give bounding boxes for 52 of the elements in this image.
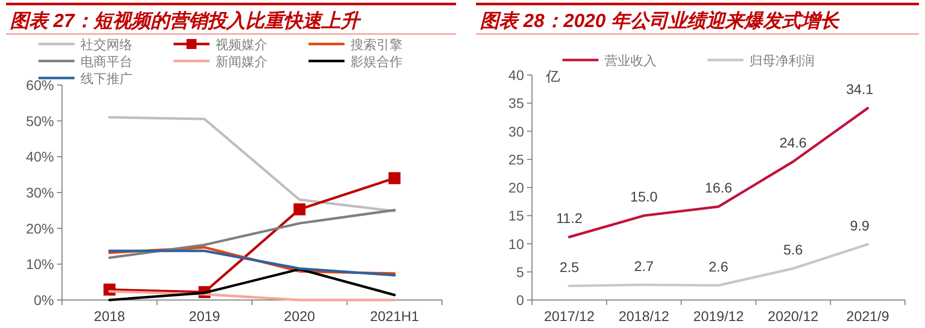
data-label: 2.5 (560, 258, 580, 275)
legend-label: 新闻媒介 (216, 54, 268, 69)
legend-label: 社交网络 (80, 37, 132, 52)
x-tick-label: 2019 (188, 308, 220, 324)
line-series (108, 208, 396, 259)
data-label: 2.6 (708, 258, 728, 274)
data-label: 11.2 (556, 210, 583, 226)
legend-label: 影娱合作 (350, 54, 402, 69)
y-tick-label: 0% (34, 292, 54, 308)
chart-title: 图表 28：2020 年公司业绩迎来爆发式增长 (480, 10, 840, 32)
x-tick-label: 2020/12 (768, 308, 819, 324)
x-tick-label: 2021H1 (370, 308, 420, 324)
data-label: 16.6 (704, 180, 732, 196)
data-label: 2.7 (634, 258, 654, 274)
y-tick-label: 60% (26, 77, 54, 93)
data-label: 9.9 (850, 217, 870, 234)
y-tick-label: 5 (516, 264, 524, 280)
y-tick-label: 10 (508, 236, 524, 252)
x-tick-label: 2018 (94, 308, 126, 324)
point (294, 203, 306, 216)
x-tick-label: 2017/12 (544, 308, 595, 324)
legend-label: 搜索引擎 (350, 37, 402, 52)
y-tick-label: 40 (508, 67, 524, 83)
x-tick-label: 2018/12 (618, 308, 670, 324)
legend-label: 线下推广 (80, 71, 132, 86)
y-tick-label: 20 (508, 180, 524, 196)
legend-label: 营业收入 (604, 53, 656, 68)
y-axis-title: 亿 (545, 68, 560, 84)
legend-label: 视频媒介 (216, 37, 268, 52)
line-series (108, 116, 396, 212)
x-tick-label: 2019/12 (693, 308, 744, 324)
y-tick-label: 0 (516, 292, 524, 308)
y-tick-label: 10% (26, 256, 54, 272)
x-tick-label: 2021/9 (846, 308, 890, 324)
legend-label: 归母净利润 (750, 53, 814, 68)
point (388, 172, 400, 184)
y-tick-label: 40% (26, 148, 54, 165)
y-tick-label: 30% (26, 184, 54, 200)
y-tick-label: 15 (508, 208, 524, 224)
data-label: 5.6 (783, 242, 804, 258)
chart-title: 图表 27：短视频的营销投入比重快速上升 (10, 10, 362, 32)
y-tick-label: 35 (508, 95, 524, 112)
y-tick-label: 50% (26, 112, 54, 129)
x-tick-label: 2020 (284, 308, 316, 324)
data-label: 34.1 (846, 81, 874, 98)
line-series (108, 268, 396, 302)
data-label: 24.6 (779, 134, 807, 151)
y-tick-label: 20% (26, 220, 54, 236)
legend-label: 电商平台 (80, 54, 132, 69)
data-label: 15.0 (630, 188, 658, 205)
y-tick-label: 30 (508, 123, 524, 140)
y-tick-label: 25 (508, 151, 524, 168)
